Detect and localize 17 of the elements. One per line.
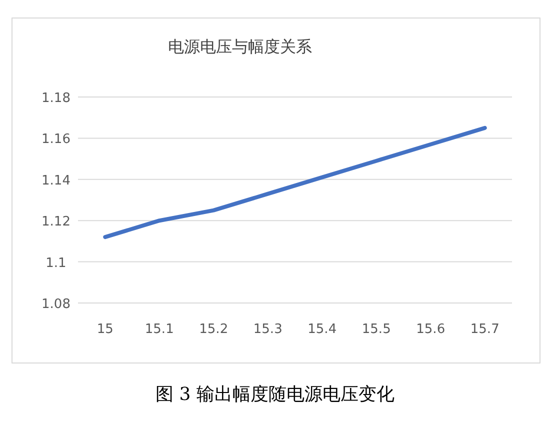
y-tick-label: 1.08 [42,297,70,312]
x-tick-label: 15.5 [362,322,391,337]
y-tick-label: 1.18 [42,91,70,106]
y-tick-label: 1.16 [42,132,70,148]
x-tick-label: 15.6 [416,322,446,337]
chart-title: 电源电压与幅度关系 [168,37,312,56]
y-tick-label: 1.12 [42,214,70,230]
x-tick-label: 15.4 [308,322,337,337]
x-tick-label: 15.2 [199,322,228,337]
x-tick-label: 15.3 [253,322,282,337]
y-tick-label: 1.14 [42,173,70,188]
y-tick-label: 1.1 [46,256,66,271]
x-tick-label: 15.7 [470,322,500,337]
x-tick-label: 15.1 [144,322,174,337]
line-series [103,126,487,240]
caption: 图 3 输出幅度随电源电压变化 [156,384,394,405]
x-tick-label: 15 [96,322,114,337]
